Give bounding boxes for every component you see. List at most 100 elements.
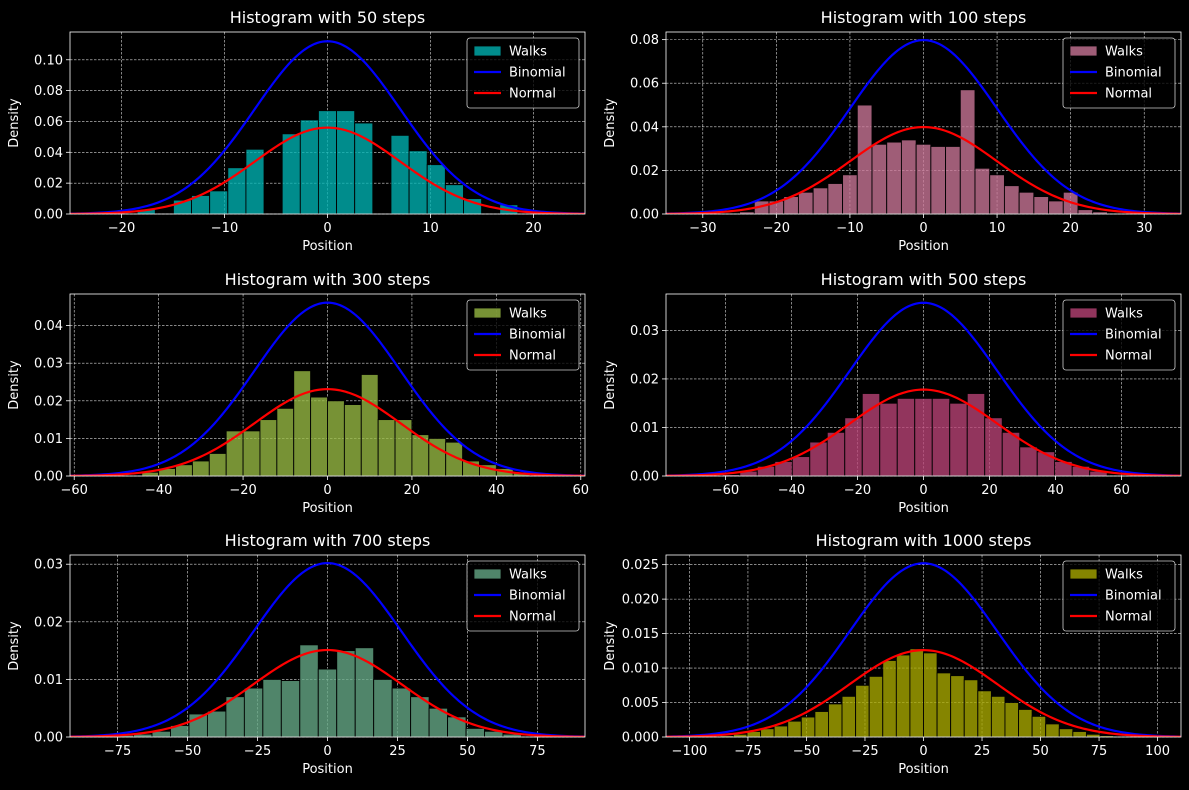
histogram-bar xyxy=(1001,431,1021,476)
x-tick-label: 25 xyxy=(974,744,991,759)
legend-label: Walks xyxy=(509,568,547,583)
x-tick-label: 75 xyxy=(1091,744,1108,759)
x-tick-label: 25 xyxy=(389,744,406,759)
normal-curve xyxy=(666,649,1181,737)
curves xyxy=(70,40,585,214)
y-tick-label: 0.01 xyxy=(34,673,63,688)
histogram-bar xyxy=(317,110,338,214)
histogram-bar xyxy=(896,397,916,476)
x-tick-label: −40 xyxy=(145,483,172,498)
histogram-bar xyxy=(855,684,870,737)
binomial-curve xyxy=(666,562,1181,737)
chart-title: Histogram with 50 steps xyxy=(230,8,426,27)
histogram-bar xyxy=(828,703,843,737)
x-tick-label: 0 xyxy=(323,221,331,236)
legend-swatch-walks xyxy=(473,45,502,57)
y-tick-label: 0.04 xyxy=(34,319,63,334)
x-axis-label: Position xyxy=(898,762,949,777)
y-tick-label: 0.02 xyxy=(34,394,63,409)
y-axis-label: Density xyxy=(7,98,22,148)
histogram-bar xyxy=(310,396,328,476)
histogram-bar xyxy=(373,678,393,737)
histogram-bar xyxy=(1058,728,1074,737)
x-tick-label: −100 xyxy=(672,744,708,759)
histogram-bar xyxy=(1072,731,1087,737)
y-tick-label: 0.08 xyxy=(34,84,63,99)
y-tick-label: 0.01 xyxy=(630,421,659,436)
y-tick-label: 0.00 xyxy=(34,470,63,485)
legend-label: Walks xyxy=(1105,568,1143,583)
histogram-bar xyxy=(936,672,952,737)
y-tick-label: 0.010 xyxy=(622,662,659,677)
subplot-5: −75 −50 −25 0 25 50 75 0.00 0.01 0.02 0.03 Histogra… xyxy=(7,531,586,777)
x-tick-label: −75 xyxy=(104,744,131,759)
histogram-bar xyxy=(343,404,362,476)
x-tick-label: −10 xyxy=(836,221,863,236)
x-tick-label: −25 xyxy=(244,744,271,759)
x-tick-label: −75 xyxy=(734,744,761,759)
legend-label: Normal xyxy=(1105,349,1152,364)
x-tick-label: −30 xyxy=(689,221,716,236)
normal-curve xyxy=(666,388,1181,476)
binomial-curve xyxy=(70,40,585,214)
histogram-bar xyxy=(327,400,345,476)
histogram-bar xyxy=(1085,733,1101,737)
legend-label: Binomial xyxy=(1105,328,1162,343)
x-tick-label: −60 xyxy=(712,483,739,498)
histogram-bar xyxy=(923,652,938,737)
x-tick-label: 40 xyxy=(1047,483,1064,498)
histogram-bar xyxy=(1033,196,1050,214)
x-tick-label: 75 xyxy=(529,744,546,759)
histogram-bar xyxy=(909,648,924,737)
histogram-bars xyxy=(721,393,1108,476)
legend-label: Binomial xyxy=(1105,66,1162,81)
y-tick-label: 0.020 xyxy=(622,593,659,608)
histogram-bar xyxy=(293,370,312,476)
subplot-6: −100 −75 −50 −25 0 25 50 75 100 0.000 0.005 0.010 0.… xyxy=(603,531,1182,777)
histogram-bar xyxy=(931,397,951,476)
y-tick-label: 0.00 xyxy=(34,208,63,223)
histogram-bar xyxy=(797,191,814,214)
histogram-bar xyxy=(1031,715,1047,737)
legend-label: Normal xyxy=(509,87,556,102)
histogram-bar xyxy=(856,104,873,214)
legend: Walks Binomial Normal xyxy=(1062,299,1176,371)
curves xyxy=(666,562,1181,737)
histogram-bar xyxy=(900,139,917,214)
y-tick-label: 0.08 xyxy=(630,33,659,48)
legend-label: Normal xyxy=(509,610,556,625)
histogram-bar xyxy=(760,728,775,737)
histogram-bar xyxy=(465,727,485,737)
histogram-bar xyxy=(879,402,898,476)
curves xyxy=(666,301,1181,476)
x-tick-label: 100 xyxy=(1145,744,1170,759)
y-tick-label: 0.04 xyxy=(630,120,659,135)
histogram-bar xyxy=(208,452,227,476)
y-tick-label: 0.000 xyxy=(622,731,659,746)
y-tick-label: 0.00 xyxy=(34,731,63,746)
histogram-bar xyxy=(1018,708,1033,737)
histogram-bars xyxy=(136,110,519,214)
y-tick-label: 0.005 xyxy=(622,696,659,711)
legend-label: Walks xyxy=(509,45,547,60)
y-tick-label: 0.02 xyxy=(630,372,659,387)
histogram-bar xyxy=(281,133,301,214)
histogram-bar xyxy=(242,430,261,476)
x-tick-label: 0 xyxy=(323,483,331,498)
histogram-bar xyxy=(447,716,467,737)
histogram-bar xyxy=(895,654,911,737)
histogram-bar xyxy=(354,122,374,214)
normal-curve xyxy=(70,388,585,476)
x-tick-label: −60 xyxy=(61,483,88,498)
histogram-bar xyxy=(276,407,295,476)
histogram-bar xyxy=(886,141,902,214)
y-tick-label: 0.10 xyxy=(34,53,63,68)
legend-label: Binomial xyxy=(1105,589,1162,604)
legend-label: Binomial xyxy=(509,589,566,604)
histogram-bar xyxy=(408,150,428,214)
histogram-bar xyxy=(787,720,802,737)
legend-swatch-walks xyxy=(473,307,502,319)
normal-curve xyxy=(70,126,585,214)
x-axis-label: Position xyxy=(302,762,353,777)
binomial-curve xyxy=(666,301,1181,476)
